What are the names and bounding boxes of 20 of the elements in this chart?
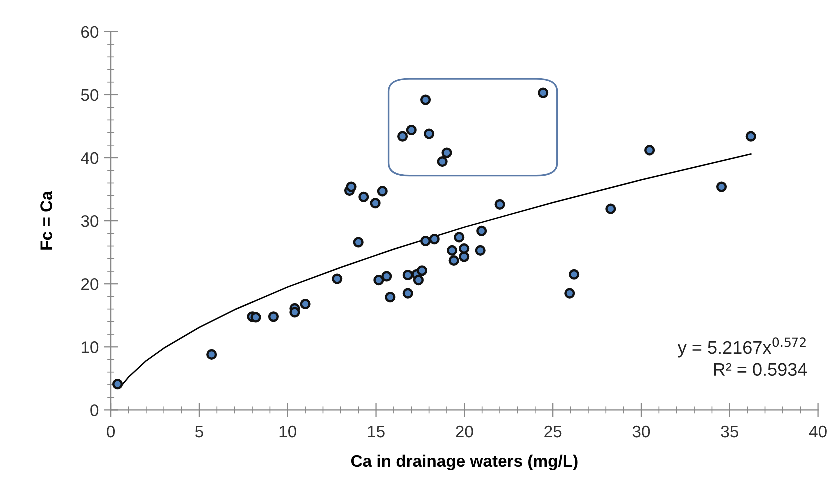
annotation: R² = 0.5934 (714, 363, 808, 376)
y-axis-title: Fc = Ca (40, 191, 52, 250)
annotation: y = 5.2167x$^{0.572}$ (678, 338, 806, 358)
x-axis-title: Ca in drainage waters (mg/L) (351, 454, 578, 470)
y-tick-label: 40 (81, 152, 99, 164)
y-tick-label: 60 (82, 26, 99, 38)
y-tick-label: 0 (90, 404, 99, 416)
y-tick-label: 10 (82, 342, 99, 354)
x-tick-label: 35 (721, 426, 738, 438)
x-tick-label: 40 (809, 426, 827, 438)
x-tick-label: 25 (544, 426, 562, 438)
y-tick-label: 30 (81, 215, 99, 228)
x-tick-label: 5 (195, 426, 204, 438)
x-tick-label: 0 (107, 426, 116, 438)
x-tick-label: 20 (456, 426, 474, 438)
x-tick-label: 30 (632, 426, 650, 438)
x-tick-label: 15 (368, 426, 385, 438)
x-tick-label: 10 (280, 426, 296, 438)
y-tick-label: 50 (81, 89, 99, 102)
y-tick-label: 20 (82, 278, 99, 290)
